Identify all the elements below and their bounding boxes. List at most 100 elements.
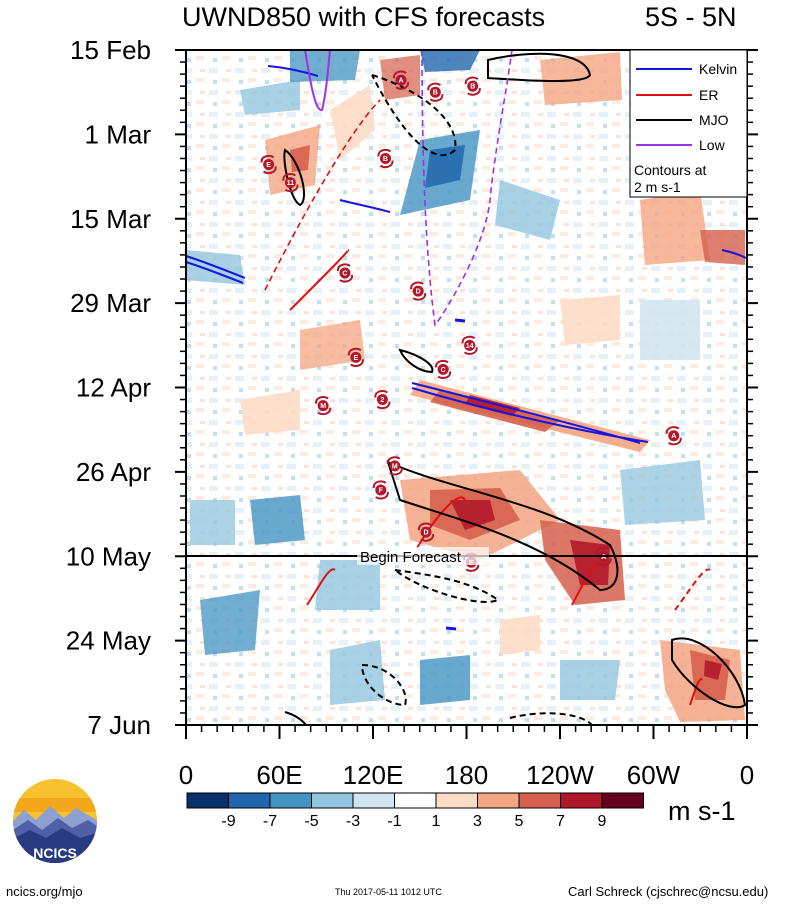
legend-label-er: ER — [699, 87, 718, 103]
chart-title: UWND850 with CFS forecasts — [182, 2, 546, 32]
anomaly-region-34 — [300, 320, 365, 370]
anomaly-region-25 — [190, 500, 235, 545]
kelvin-contour-main-b — [411, 387, 649, 443]
storm-arm-bottom — [395, 81, 410, 90]
storm-marker: M — [315, 395, 332, 416]
colorbar-label: 7 — [556, 813, 565, 830]
colorbar-units: m s-1 — [668, 796, 736, 826]
anomaly-region-21 — [290, 50, 360, 82]
region-label: 5S - 5N — [645, 2, 737, 32]
storm-arm-top — [665, 426, 680, 434]
colorbar-box — [518, 792, 561, 809]
mjo-contour-a — [386, 460, 619, 592]
ncics-logo: NCICS — [13, 779, 97, 863]
storm-arm-bottom — [262, 166, 277, 175]
kelvin-contour-east — [721, 249, 747, 259]
storm-arm-bottom — [668, 437, 682, 446]
colorbar-labels: -9 -7 -5 -3 -1 1 3 5 7 9 — [221, 813, 606, 830]
storm-marker: 11 — [282, 173, 299, 193]
storm-dot — [668, 430, 680, 442]
anomaly-region-19 — [425, 145, 465, 188]
y-tick-label: 7 Jun — [87, 710, 151, 740]
storm-marker: 14 — [461, 335, 478, 355]
axes: 15 Feb 1 Mar 15 Mar 29 Mar 12 Apr 26 Apr 10 Ma… — [66, 35, 758, 790]
colorbar-label: -9 — [221, 813, 235, 830]
storm-label: B — [470, 84, 475, 91]
y-tick-label: 15 Feb — [70, 35, 151, 65]
legend-note-line1: Contours at — [634, 162, 706, 178]
x-tick-label: 60W — [627, 760, 681, 790]
storm-label: C — [342, 270, 347, 277]
storm-dot — [467, 80, 479, 92]
y-tick-label: 24 May — [66, 626, 151, 656]
storm-symbols: ABBE11BCD14ECM2AMFDAE — [260, 70, 682, 572]
storm-marker: B — [464, 76, 481, 96]
storm-marker: D — [410, 281, 427, 301]
colorbar-label: -5 — [304, 813, 318, 830]
mjo-contour-c — [487, 52, 592, 83]
anomaly-region-22 — [420, 50, 480, 72]
er-contour-c — [306, 568, 336, 606]
storm-marker: C — [435, 359, 452, 380]
storm-label: E — [354, 355, 359, 362]
storm-marker: D — [417, 522, 434, 542]
anomaly-region-23 — [495, 180, 560, 240]
colorbar-box — [560, 792, 603, 809]
storm-arm-top — [372, 480, 387, 489]
storm-arm-top — [282, 173, 297, 181]
storm-arm-top — [260, 154, 275, 163]
y-tick-label: 15 Mar — [70, 204, 151, 234]
storm-arm-bottom — [350, 359, 364, 367]
storm-dot — [437, 363, 449, 375]
forecast-divider: Begin Forecast — [186, 547, 747, 566]
storm-marker: B — [427, 82, 444, 102]
storm-dot — [339, 267, 351, 279]
er-contour-dashed — [264, 99, 381, 291]
colorbar-box — [186, 792, 229, 809]
storm-arm-bottom — [412, 292, 427, 301]
storm-label: B — [383, 156, 388, 163]
kelvin-contour-small-b — [454, 318, 466, 323]
kelvin-contour-west — [185, 255, 246, 279]
colorbar-box — [269, 792, 312, 809]
footer-timestamp: Thu 2017-05-11 1012 UTC — [335, 887, 442, 897]
storm-marker: F — [372, 480, 389, 500]
storm-label: M — [320, 403, 326, 410]
storm-arm-bottom — [437, 371, 452, 380]
mjo-contour-dashed-a — [371, 74, 457, 157]
storm-arm-bottom — [420, 534, 434, 542]
storm-arm-bottom — [375, 491, 389, 500]
er-contour-dashed-b — [674, 568, 711, 611]
storm-dot — [375, 484, 387, 496]
legend-frame — [629, 49, 748, 198]
storm-arm-bottom — [429, 94, 444, 102]
kelvin-contour-main — [411, 382, 641, 444]
storm-arm-top — [393, 70, 407, 79]
storm-arm-top — [427, 82, 442, 91]
colorbar-label: -3 — [346, 813, 360, 830]
kelvin-contour-mar — [339, 199, 391, 213]
colorbar-label: -7 — [263, 813, 277, 830]
storm-arm-bottom — [339, 274, 353, 283]
anomaly-region-5 — [450, 500, 495, 530]
x-tick-label: 0 — [179, 760, 193, 790]
storm-dot — [420, 526, 432, 538]
storm-label: A — [399, 78, 404, 85]
anomaly-region-10 — [704, 660, 722, 680]
anomaly-region-13 — [330, 85, 375, 160]
storm-marker: B — [377, 148, 394, 169]
storm-dot — [376, 394, 388, 406]
colorbar-label: -1 — [387, 813, 401, 830]
storm-arm-bottom — [389, 467, 403, 476]
mjo-contour-dashed-c — [361, 664, 407, 707]
storm-label: 14 — [466, 343, 474, 350]
storm-arm-top — [315, 395, 329, 404]
storm-marker: A — [665, 426, 682, 446]
storm-arm-top — [374, 389, 389, 398]
legend-note-line2: 2 m s-1 — [634, 179, 681, 195]
anomaly-region-30 — [560, 660, 620, 700]
anomaly-region-12 — [290, 145, 310, 172]
storm-arm-top — [377, 148, 392, 157]
anomaly-region-24 — [250, 495, 305, 545]
